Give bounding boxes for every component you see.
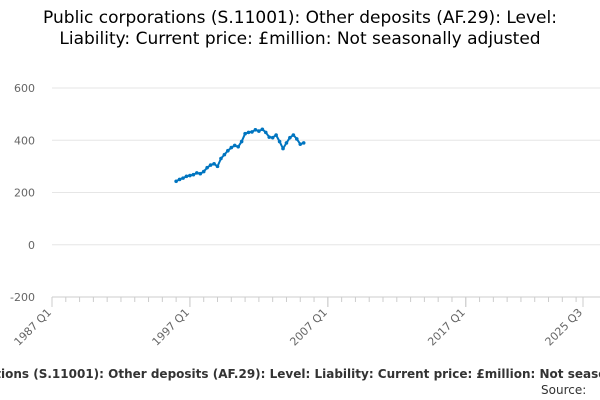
footer-source-label: Source: xyxy=(541,383,587,397)
x-tick-label: 2007 Q1 xyxy=(287,306,330,349)
y-tick-label: -200 xyxy=(10,291,35,304)
data-point xyxy=(198,171,203,176)
data-point xyxy=(298,142,303,146)
data-point xyxy=(181,176,185,180)
data-point xyxy=(188,173,192,178)
data-point xyxy=(284,141,289,145)
data-point xyxy=(236,144,240,149)
data-point xyxy=(229,145,234,150)
y-tick-label: 0 xyxy=(28,239,35,252)
data-point xyxy=(215,164,220,169)
data-point xyxy=(222,152,227,157)
data-point xyxy=(184,174,189,179)
y-tick-label: 400 xyxy=(14,134,35,147)
data-point xyxy=(291,133,296,137)
x-tick-label: 2017 Q1 xyxy=(425,306,468,349)
data-point xyxy=(288,135,292,140)
data-point xyxy=(219,156,223,161)
y-tick-label: 600 xyxy=(14,82,35,95)
data-point xyxy=(208,163,213,167)
data-point xyxy=(177,177,182,182)
data-point xyxy=(301,141,306,145)
x-axis xyxy=(51,296,600,307)
data-point xyxy=(232,143,237,148)
data-point xyxy=(270,135,275,140)
data-point xyxy=(263,130,268,135)
data-point xyxy=(267,135,272,139)
data-point xyxy=(201,169,206,174)
y-axis-tick-labels: -200 0 200 400 600 xyxy=(10,82,35,304)
data-point xyxy=(246,130,251,135)
x-tick-label: 2025 Q3 xyxy=(543,306,586,349)
data-point xyxy=(250,130,254,134)
data-point xyxy=(239,139,244,144)
data-point xyxy=(257,129,261,133)
gridlines xyxy=(52,87,600,298)
data-point xyxy=(281,146,285,151)
line-chart: -200 0 200 400 600 1987 Q1 1997 Q1 2007 Q1 2017… xyxy=(10,82,600,349)
data-point xyxy=(277,139,282,144)
data-point xyxy=(274,133,278,137)
x-tick-label: 1997 Q1 xyxy=(150,306,193,349)
data-point xyxy=(212,161,216,166)
x-tick-label: 1987 Q1 xyxy=(12,306,55,349)
y-tick-label: 200 xyxy=(14,187,35,200)
series-plot xyxy=(174,127,306,184)
footer-series-label: Public corporations (S.11001): Other dep… xyxy=(0,367,600,381)
chart-title: Public corporations (S.11001): Other dep… xyxy=(43,8,557,49)
data-point xyxy=(226,148,230,153)
data-point xyxy=(253,128,258,132)
x-axis-tick-labels: 1987 Q1 1997 Q1 2007 Q1 2017 Q1 2025 Q3 xyxy=(12,306,586,349)
data-point xyxy=(174,179,178,184)
chart-footer: Public corporations (S.11001): Other dep… xyxy=(0,360,600,400)
data-point xyxy=(205,165,209,170)
data-point xyxy=(191,172,196,177)
data-point xyxy=(260,127,265,132)
data-point xyxy=(295,137,299,141)
data-point xyxy=(243,131,247,136)
data-point xyxy=(195,171,199,175)
